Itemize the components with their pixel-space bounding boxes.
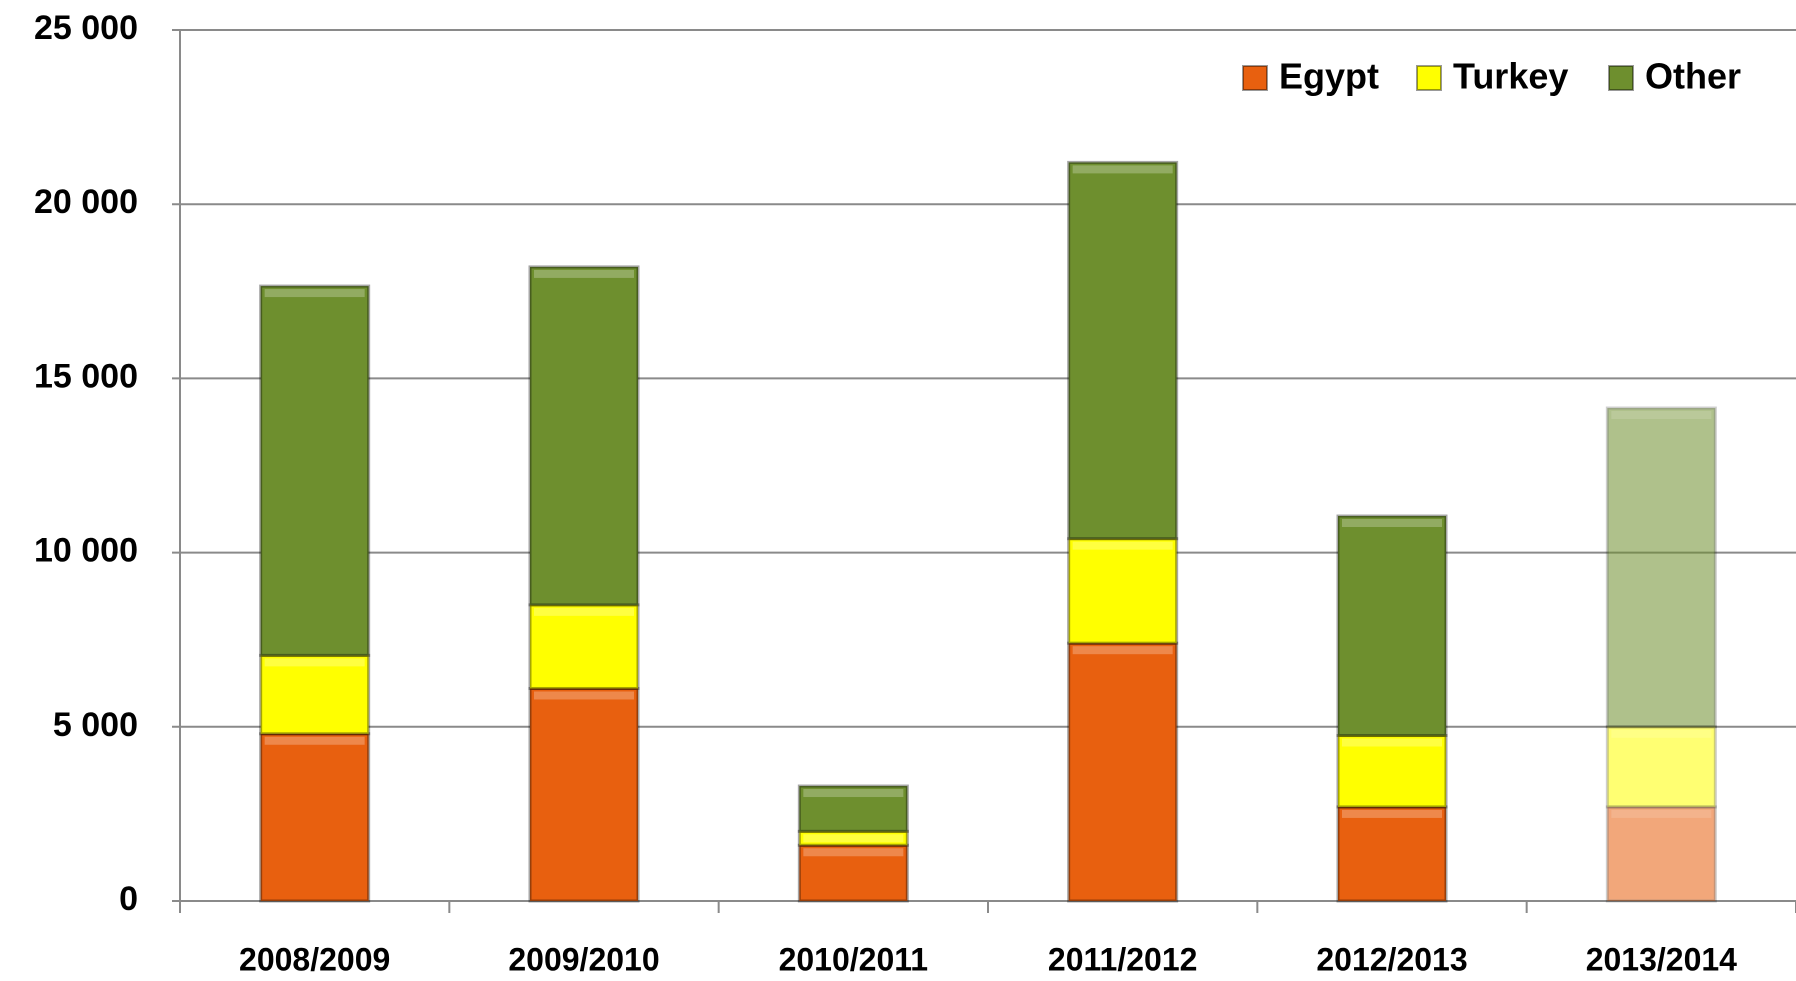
- bar-bevel: [803, 848, 904, 857]
- bar-bevel: [1072, 165, 1173, 174]
- y-tick-label: 0: [119, 880, 138, 918]
- bar-segment: [1605, 805, 1717, 903]
- bar-bevel: [1611, 411, 1712, 420]
- legend-label: Other: [1645, 56, 1741, 97]
- bar-segment: [797, 784, 909, 833]
- bar-bevel: [803, 834, 904, 843]
- bar-segment: [259, 284, 371, 657]
- y-tick-label: 15 000: [34, 357, 138, 395]
- bar-bevel: [534, 607, 634, 616]
- bar-segment: [528, 686, 640, 903]
- y-tick-label: 10 000: [34, 532, 138, 570]
- bar-segment: [1336, 734, 1448, 809]
- legend-swatch: [1608, 65, 1634, 91]
- bar-bevel: [264, 658, 365, 667]
- bar-segment: [528, 603, 640, 690]
- bar-segment: [1067, 160, 1179, 541]
- y-tick-label: 20 000: [34, 183, 138, 221]
- bar-bevel: [1342, 738, 1442, 747]
- legend-label: Turkey: [1453, 56, 1568, 97]
- bar-segment: [259, 732, 371, 903]
- y-tick-label: 5 000: [53, 706, 138, 744]
- x-tick-label: 2009/2010: [508, 941, 659, 977]
- x-tick-label: 2010/2011: [779, 941, 929, 977]
- bar-segment: [1605, 406, 1717, 729]
- bar-segment: [1336, 805, 1448, 903]
- x-tick-label: 2008/2009: [239, 941, 390, 977]
- bar-bevel: [534, 691, 634, 700]
- x-tick-label: 2012/2013: [1316, 941, 1467, 977]
- y-tick-label: 25 000: [34, 9, 138, 47]
- bar-bevel: [1072, 541, 1173, 550]
- bar-segment: [1067, 537, 1179, 645]
- x-tick-label: 2011/2012: [1048, 941, 1198, 977]
- bar-segment: [1605, 725, 1717, 809]
- bar-bevel: [1611, 729, 1712, 738]
- bar-segment: [259, 653, 371, 736]
- bar-bevel: [1342, 519, 1442, 528]
- legend-swatch: [1416, 65, 1442, 91]
- bar-segment: [1067, 641, 1179, 903]
- bar-segment: [797, 843, 909, 903]
- legend-label: Egypt: [1279, 56, 1379, 97]
- bar-bevel: [264, 289, 365, 298]
- bar-bevel: [1611, 809, 1712, 818]
- bar-bevel: [1072, 646, 1173, 655]
- x-tick-label: 2013/2014: [1586, 941, 1737, 977]
- bar-bevel: [803, 789, 904, 798]
- legend-swatch: [1242, 65, 1268, 91]
- bar-bevel: [534, 269, 634, 278]
- bar-segment: [1336, 514, 1448, 738]
- bar-segment: [528, 265, 640, 607]
- bar-bevel: [1342, 809, 1442, 818]
- bar-bevel: [264, 736, 365, 745]
